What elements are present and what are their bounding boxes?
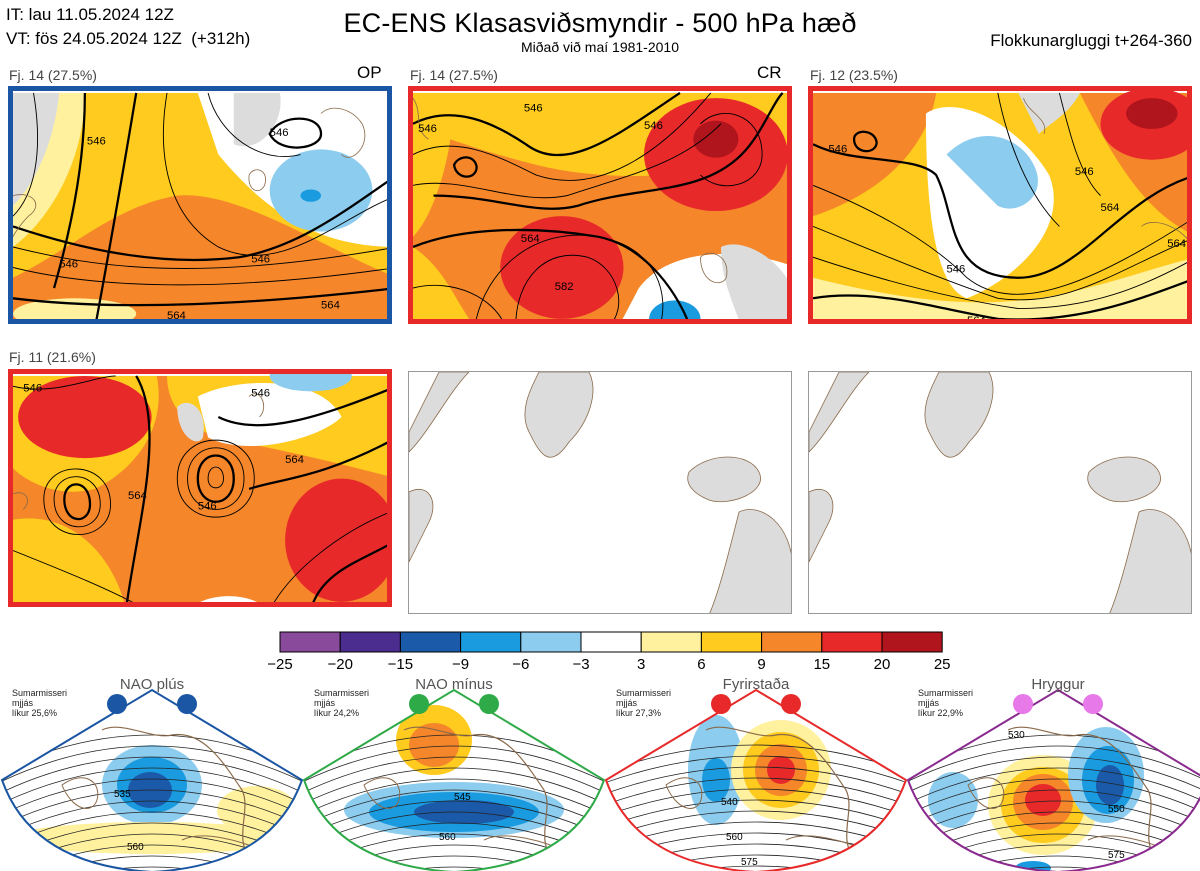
cluster-panel-4: 546 546 564 546 564 564 [8, 369, 392, 607]
regime-dot [107, 694, 127, 714]
window-label: Flokkunargluggi t+264-360 [990, 31, 1192, 50]
regime-contour-label: 530 [1008, 730, 1025, 741]
panel-2-contour-label: 564 [521, 233, 540, 245]
cluster-panel-2: 546 546 564 582 564 546 [408, 86, 792, 324]
colorbar-tick-label: 9 [757, 656, 766, 673]
regime-contour-label: 575 [741, 857, 758, 868]
panel-3-contour-label: 564 [1100, 202, 1119, 214]
regime-title: Fyrirstaða [722, 676, 790, 693]
regime-dot [711, 694, 731, 714]
regime-dot [409, 694, 429, 714]
regime-contour-label: 560 [726, 832, 743, 843]
regime-info: Sumarmisseri mjjás líkur 25,6% [12, 688, 68, 718]
panel-2-contour-label: 582 [555, 281, 574, 293]
regime-contour-label: 550 [1108, 804, 1125, 815]
panel-2-label: Fj. 14 (27.5%) [410, 67, 498, 83]
panel-4-contour-label: 546 [198, 500, 217, 512]
page-title: EC-ENS Klasasviðsmyndir - 500 hPa hæð [343, 8, 857, 38]
regime-dot [781, 694, 801, 714]
panel-1-contour-label: 564 [321, 300, 340, 312]
regime-contour-label: 535 [114, 789, 131, 800]
regime-info: Sumarmisseri mjjás líkur 24,2% [314, 688, 370, 718]
regime-contour-label: 540 [721, 797, 738, 808]
panel-1-contour-label: 564 [167, 310, 186, 322]
panel-3-contour-label: 546 [1075, 166, 1094, 178]
regime-title: NAO plús [119, 676, 185, 693]
panel-2-contour-label: 546 [524, 102, 543, 114]
regime-fan: 545560575 [302, 688, 606, 871]
colorbar-tick-label: −20 [327, 656, 353, 673]
cluster-panel-3: 546 546 564 546 564 564 [808, 86, 1192, 324]
valid-time: VT: fös 24.05.2024 12Z (+312h) [6, 29, 251, 48]
panel-4-label: Fj. 11 (21.6%) [9, 349, 96, 365]
panel-1-label: Fj. 14 (27.5%) [9, 67, 97, 83]
panel-3-contour-label: 546 [828, 144, 847, 156]
panel-2-contour-label: 546 [418, 123, 437, 135]
regime-contour-label: 560 [439, 832, 456, 843]
panel-2-tag: CR [757, 63, 782, 82]
panel-1-contour-label: 546 [251, 253, 270, 265]
panel-1-contour-label: 546 [59, 258, 78, 270]
regime-contour-label: 560 [127, 842, 144, 853]
regime-dot [1083, 694, 1103, 714]
colorbar-tick-label: 25 [933, 656, 951, 673]
regime-contour-label: 575 [1108, 850, 1125, 861]
colorbar-tick-label: −25 [267, 656, 293, 673]
colorbar-tick-label: −9 [452, 656, 470, 673]
empty-map-panel-2 [808, 371, 1192, 614]
regime-info: Sumarmisseri mjjás líkur 22,9% [918, 688, 974, 718]
panel-3-contour-label: 546 [946, 264, 965, 276]
colorbar-tick-label: 20 [873, 656, 891, 673]
regime-contour-label: 545 [454, 792, 471, 803]
panel-4-contour-label: 546 [251, 387, 270, 399]
colorbar-tick-label: 15 [813, 656, 831, 673]
page-subtitle: Miðað við maí 1981-2010 [521, 39, 679, 55]
colorbar-tick-label: −6 [512, 656, 530, 673]
regime-title: NAO mínus [415, 676, 493, 693]
colorbar-tick-label: 6 [697, 656, 706, 673]
regime-dot [479, 694, 499, 714]
regime-title: Hryggur [1031, 676, 1085, 693]
panel-4-contour-label: 564 [285, 454, 304, 466]
colorbar-tick-label: −3 [572, 656, 590, 673]
init-time: IT: lau 11.05.2024 12Z [6, 5, 174, 24]
panel-3-contour-label: 564 [967, 315, 986, 324]
regime-dot [1013, 694, 1033, 714]
panel-1-contour-label: 546 [270, 127, 289, 139]
empty-map-panel-1 [408, 371, 792, 614]
panel-1-contour-label: 546 [87, 135, 106, 147]
panel-4-contour-label: 564 [128, 490, 147, 502]
panel-4-contour-label: 546 [23, 382, 42, 394]
panel-3-label: Fj. 12 (23.5%) [810, 67, 898, 83]
colorbar-tick-label: 3 [637, 656, 646, 673]
cluster-panel-1: 546 546 546 546 564 564 [8, 86, 392, 324]
panel-2-contour-label: 546 [644, 120, 663, 132]
panel-1-tag: OP [357, 63, 382, 82]
regime-info: Sumarmisseri mjjás líkur 27,3% [616, 688, 672, 718]
panel-3-contour-label: 564 [1167, 238, 1186, 250]
colorbar-tick-label: −15 [387, 656, 414, 673]
colorbar-swatch [881, 631, 943, 653]
regime-dot [177, 694, 197, 714]
